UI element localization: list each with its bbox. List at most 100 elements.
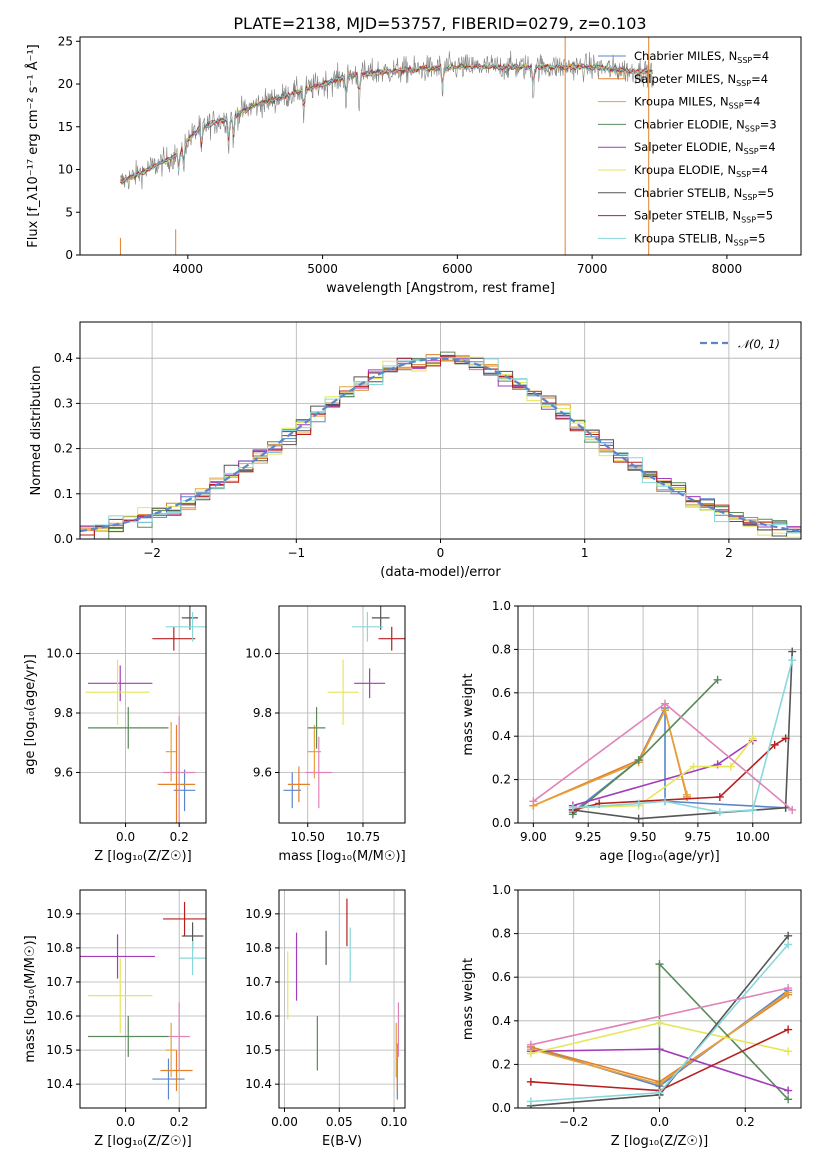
y-tick-label: 0.0 bbox=[492, 1101, 511, 1115]
y-tick-label: 0.3 bbox=[54, 396, 73, 410]
panel-spectrum: 4000 5000 6000 7000 8000 0 5 10 15 20 25 wavelength… bbox=[25, 34, 802, 296]
x-axis-label: Z [log₁₀(Z/Z☉)] bbox=[94, 849, 191, 864]
series-marker bbox=[784, 1086, 793, 1095]
residuals-legend: 𝒩(0, 1) bbox=[700, 337, 780, 351]
series-extra bbox=[529, 699, 797, 814]
y-tick-label: 0.4 bbox=[492, 729, 511, 743]
axes-frame bbox=[79, 36, 802, 256]
legend-count: =4 bbox=[751, 163, 768, 177]
y-axis-label: Normed distribution bbox=[29, 366, 44, 496]
y-tick-label: 9.6 bbox=[253, 765, 272, 779]
x-tick-label: 0.00 bbox=[271, 1115, 298, 1129]
x-tick-label: 1 bbox=[581, 546, 589, 560]
legend-subscript: SSP bbox=[745, 124, 760, 133]
panel-age-vs-mass: 10.50 10.75 9.6 9.8 10.0 mass [log₁₀(M/M☉)] bbox=[245, 605, 406, 864]
series-marker bbox=[788, 647, 797, 656]
y-tick-label: 10.6 bbox=[46, 1009, 73, 1023]
panel-massweight-vs-Z: −0.2 0.0 0.2 0.0 0.2 0.4 0.6 0.8 1.0 Z [log₁₀(Z/Z… bbox=[461, 883, 802, 1149]
y-tick-label: 0.1 bbox=[54, 487, 73, 501]
legend-subscript: SSP bbox=[736, 79, 751, 88]
series-marker bbox=[526, 1040, 535, 1049]
x-tick-label: 6000 bbox=[442, 262, 473, 276]
errorbar-point-salpeter-stelib bbox=[163, 901, 206, 936]
errorbar-point-chabrier-elodie bbox=[88, 1016, 169, 1057]
y-tick-label: 10 bbox=[58, 163, 73, 177]
normal-curve bbox=[80, 357, 801, 533]
errorbar-point-chabrier-miles bbox=[152, 1058, 185, 1100]
x-tick-label: −1 bbox=[287, 546, 305, 560]
series-line bbox=[530, 987, 789, 1046]
x-axis-label: wavelength [Angstrom, rest frame] bbox=[326, 281, 555, 296]
x-axis-label: (data-model)/error bbox=[380, 565, 501, 580]
x-tick-label: 9.75 bbox=[685, 830, 712, 844]
x-tick-label: 0.05 bbox=[326, 1115, 353, 1129]
y-axis-label: mass [log₁₀(M/M☉)] bbox=[23, 935, 38, 1062]
series-marker bbox=[660, 699, 669, 708]
x-tick-label: 0.2 bbox=[170, 830, 189, 844]
x-tick-label: 7000 bbox=[577, 262, 608, 276]
legend-entry: Chabrier MILES, NSSP=4 bbox=[634, 49, 769, 65]
x-tick-label: 0.0 bbox=[650, 1115, 669, 1129]
series-marker bbox=[568, 803, 577, 812]
y-tick-label: 0.8 bbox=[492, 927, 511, 941]
series-marker bbox=[788, 805, 797, 814]
errorbar-point-chabrier-elodie bbox=[307, 707, 326, 749]
y-tick-label: 10.7 bbox=[245, 975, 272, 989]
legend-count: =5 bbox=[757, 186, 774, 200]
legend-count: =4 bbox=[744, 95, 761, 109]
x-axis-label: age [log₁₀(age/yr)] bbox=[599, 849, 720, 864]
series-chabrier-elodie bbox=[568, 675, 722, 819]
plot-area-age-vs-mass bbox=[283, 606, 405, 809]
x-tick-label: 10.00 bbox=[736, 830, 770, 844]
series-kroupa-stelib bbox=[568, 656, 797, 817]
x-tick-label: 0.0 bbox=[116, 830, 135, 844]
errorbar-point-chabrier-stelib bbox=[181, 606, 198, 630]
series-marker bbox=[529, 797, 538, 806]
y-tick-label: 0.2 bbox=[492, 1057, 511, 1071]
y-tick-label: 15 bbox=[58, 120, 73, 134]
series-marker bbox=[655, 1088, 664, 1097]
x-tick-label: 9.25 bbox=[575, 830, 602, 844]
legend-count: =4 bbox=[752, 49, 769, 63]
series-marker bbox=[526, 1077, 535, 1086]
series-line bbox=[533, 707, 688, 807]
legend-count: =3 bbox=[760, 117, 777, 131]
x-tick-label: 0.0 bbox=[116, 1115, 135, 1129]
y-tick-label: 0.2 bbox=[54, 442, 73, 456]
legend-subscript: SSP bbox=[736, 170, 751, 179]
series-line bbox=[572, 651, 793, 820]
series-kroupa-elodie bbox=[526, 1018, 793, 1058]
axes-frame bbox=[278, 889, 406, 1109]
y-axis-label: mass weight bbox=[461, 673, 476, 755]
legend-entry: 𝒩(0, 1) bbox=[738, 337, 780, 351]
errorbar-point-kroupa-miles bbox=[165, 1022, 177, 1078]
legend-count: =5 bbox=[749, 231, 766, 245]
legend-subscript: SSP bbox=[741, 216, 756, 225]
plot-area-massweight-vs-Z bbox=[526, 931, 793, 1108]
x-axis-label: Z [log₁₀(Z/Z☉)] bbox=[94, 1134, 191, 1149]
y-tick-label: 0.6 bbox=[492, 970, 511, 984]
errorbar-point-kroupa-stelib bbox=[179, 941, 206, 976]
errorbar-point-extra bbox=[168, 1002, 190, 1071]
series-marker bbox=[748, 734, 757, 743]
legend-count: =4 bbox=[751, 72, 768, 86]
legend-entry: Salpeter STELIB, NSSP=5 bbox=[634, 209, 773, 225]
spectrum-legend: Chabrier MILES, NSSP=4 Salpeter MILES, NS… bbox=[598, 49, 777, 247]
x-tick-label: 0.2 bbox=[736, 1115, 755, 1129]
x-axis-label: Z [log₁₀(Z/Z☉)] bbox=[611, 1134, 708, 1149]
errorbar-point-kroupa-elodie bbox=[88, 958, 153, 1034]
y-tick-label: 10.9 bbox=[46, 907, 73, 921]
x-tick-label: 2 bbox=[725, 546, 733, 560]
errorbar-point-chabrier-elodie bbox=[88, 707, 169, 749]
legend-entry: Salpeter MILES, NSSP=4 bbox=[634, 72, 768, 88]
y-tick-label: 9.6 bbox=[54, 765, 73, 779]
y-tick-label: 10.0 bbox=[46, 647, 73, 661]
y-tick-label: 0 bbox=[65, 248, 73, 262]
x-axis-label: E(B-V) bbox=[322, 1134, 362, 1149]
series-marker bbox=[655, 1045, 664, 1054]
errorbar-point-kroupa-miles bbox=[165, 721, 177, 782]
x-tick-label: 8000 bbox=[712, 262, 743, 276]
series-marker bbox=[526, 1097, 535, 1106]
x-tick-label: 0.10 bbox=[381, 1115, 408, 1129]
series-marker bbox=[784, 1047, 793, 1056]
